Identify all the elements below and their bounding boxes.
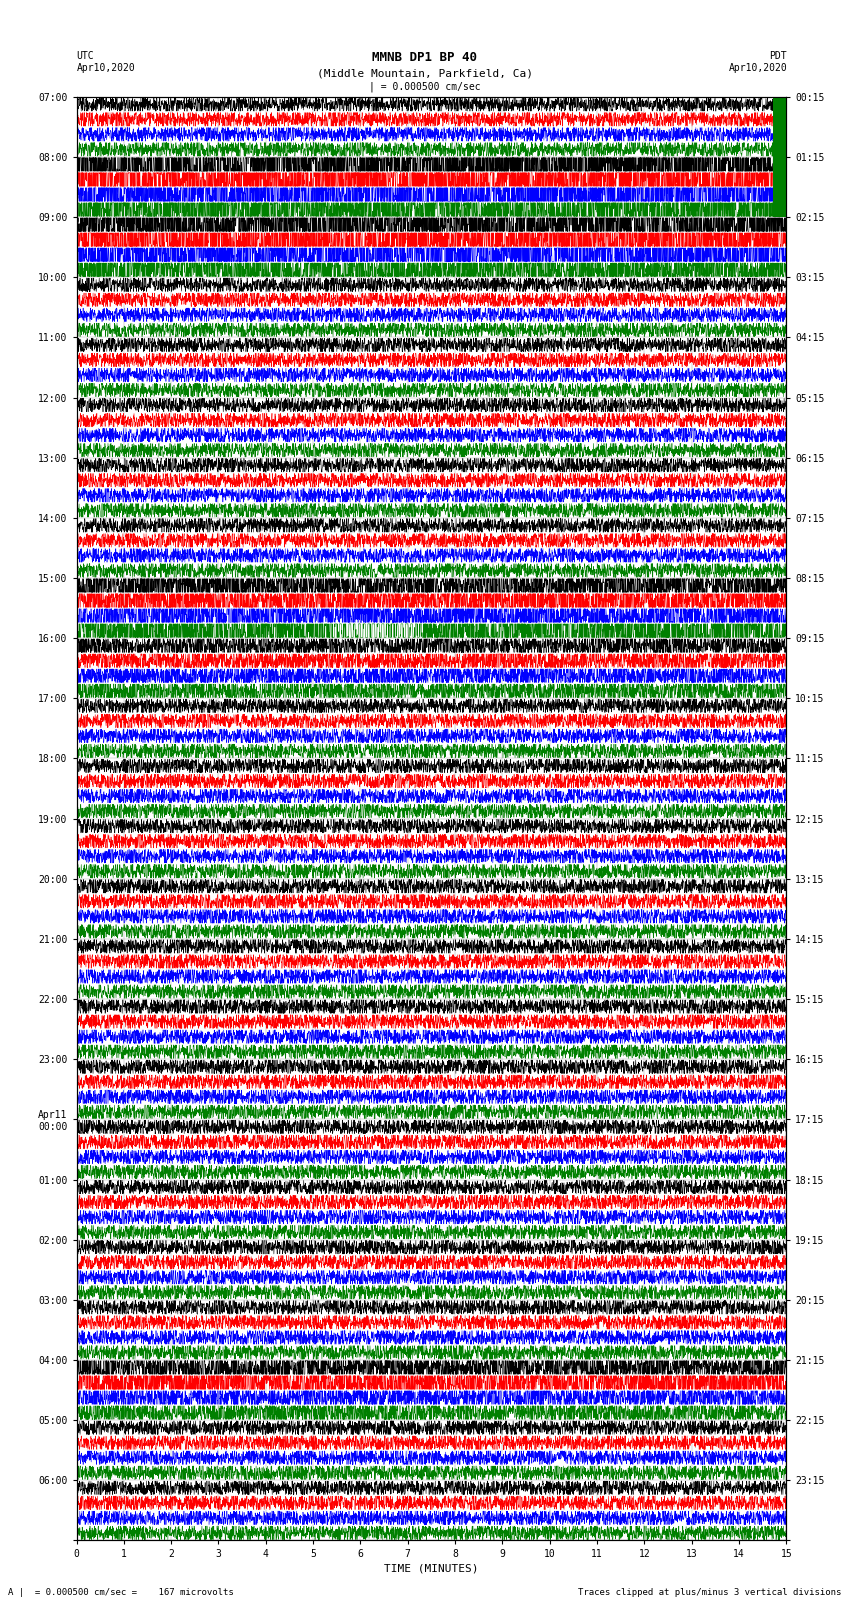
Text: | = 0.000500 cm/sec: | = 0.000500 cm/sec bbox=[369, 81, 481, 92]
Text: Apr10,2020: Apr10,2020 bbox=[728, 63, 787, 73]
Text: Traces clipped at plus/minus 3 vertical divisions: Traces clipped at plus/minus 3 vertical … bbox=[578, 1587, 842, 1597]
Text: A |  = 0.000500 cm/sec =    167 microvolts: A | = 0.000500 cm/sec = 167 microvolts bbox=[8, 1587, 235, 1597]
Text: PDT: PDT bbox=[769, 52, 787, 61]
Bar bbox=[773, 97, 786, 218]
Text: Apr10,2020: Apr10,2020 bbox=[76, 63, 135, 73]
X-axis label: TIME (MINUTES): TIME (MINUTES) bbox=[384, 1563, 479, 1574]
Text: UTC: UTC bbox=[76, 52, 94, 61]
Text: (Middle Mountain, Parkfield, Ca): (Middle Mountain, Parkfield, Ca) bbox=[317, 68, 533, 77]
Text: MMNB DP1 BP 40: MMNB DP1 BP 40 bbox=[372, 50, 478, 65]
